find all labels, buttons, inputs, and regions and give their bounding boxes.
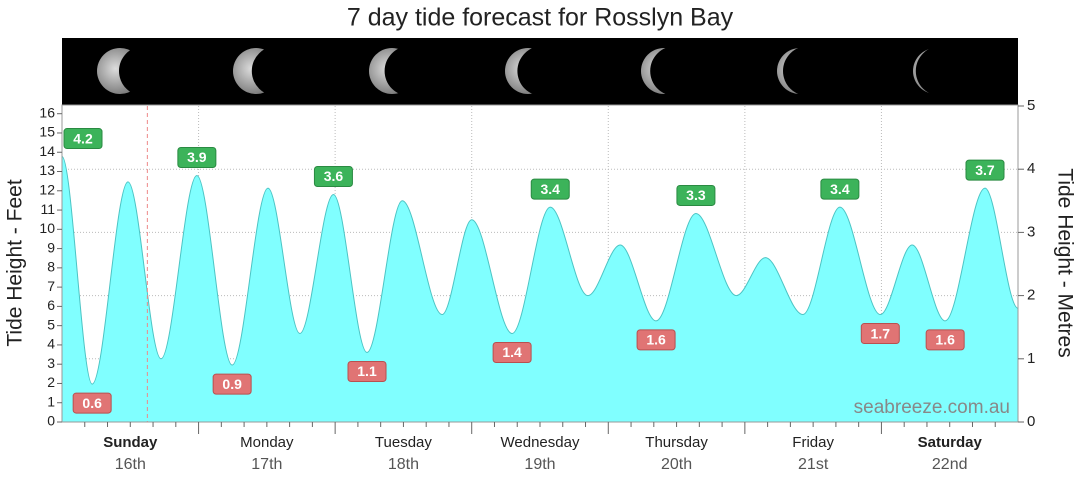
data-label: 3.9: [187, 149, 207, 165]
y-tick-label: 6: [47, 297, 55, 313]
y2-tick-label: 1: [1027, 350, 1035, 367]
watermark: seabreeze.com.au: [854, 397, 1010, 418]
high-tide-label-box: [820, 178, 860, 200]
data-label: 3.3: [686, 187, 706, 203]
x-tick-label: Wednesday: [501, 434, 580, 451]
y-axis-title: Tide Height - Feet: [4, 179, 27, 346]
moon-shadow: [517, 46, 568, 96]
y-tick-label: 9: [47, 239, 55, 255]
data-label: 1.1: [357, 363, 377, 379]
moon-phases: [97, 46, 966, 96]
x-tick-label: Sunday: [103, 434, 158, 451]
high-tide-label-box: [530, 178, 570, 200]
y2-tick-label: 3: [1027, 223, 1035, 240]
data-label: 3.4: [830, 181, 850, 197]
moon-shadow: [915, 46, 966, 96]
x-tick-label: Monday: [240, 434, 294, 451]
data-label: 3.4: [541, 181, 561, 197]
low-tide-label-box: [347, 360, 387, 382]
chart-title: 7 day tide forecast for Rosslyn Bay: [347, 4, 734, 32]
y-tick-label: 0: [47, 413, 55, 429]
y-tick-label: 5: [47, 316, 55, 332]
high-tide-label-box: [676, 184, 716, 206]
low-tide-label-box: [72, 392, 112, 414]
low-tide-label-box: [212, 373, 252, 395]
data-label: 0.9: [222, 376, 242, 392]
x-date-label: 22nd: [932, 456, 968, 473]
y-tick-label: 1: [47, 393, 55, 409]
data-label: 3.6: [324, 168, 344, 184]
moon-shadow: [119, 46, 169, 96]
high-tide-label-box: [965, 159, 1005, 181]
x-date-label: 16th: [115, 456, 146, 473]
y2-tick-label: 5: [1027, 97, 1035, 114]
y2-tick-label: 0: [1027, 413, 1035, 430]
tide-area: [61, 156, 1019, 423]
x-tick-label: Tuesday: [375, 434, 432, 451]
y-tick-label: 8: [47, 259, 55, 275]
x-tick-label: Friday: [792, 434, 834, 451]
y2-axis-title: Tide Height - Metres: [1053, 168, 1076, 357]
y2-tick-label: 4: [1027, 160, 1035, 177]
moon-shadow: [783, 46, 833, 96]
moon-shadow: [251, 46, 302, 96]
y-tick-label: 14: [39, 143, 55, 159]
y-tick-label: 2: [47, 374, 55, 390]
y-tick-label: 12: [39, 181, 55, 197]
x-date-label: 17th: [251, 456, 282, 473]
data-label: 0.6: [82, 395, 102, 411]
x-tick-label: Saturday: [918, 434, 983, 451]
moon-shadow: [650, 46, 701, 96]
data-label: 1.7: [871, 325, 891, 341]
y-tick-label: 15: [39, 124, 55, 140]
data-label: 3.7: [975, 162, 995, 178]
y2-tick-label: 2: [1027, 287, 1035, 304]
y-tick-label: 16: [39, 104, 55, 120]
y-tick-label: 10: [39, 220, 55, 236]
x-tick-label: Thursday: [645, 434, 708, 451]
x-date-label: 18th: [388, 456, 419, 473]
x-date-label: 19th: [524, 456, 555, 473]
x-date-label: 20th: [661, 456, 692, 473]
y-tick-label: 3: [47, 355, 55, 371]
moon-shadow: [384, 46, 435, 96]
data-label: 4.2: [73, 130, 93, 146]
low-tide-label-box: [492, 342, 532, 364]
data-label: 1.6: [646, 332, 666, 348]
y-tick-label: 13: [39, 162, 55, 178]
high-tide-label-box: [313, 165, 353, 187]
y-tick-label: 4: [47, 336, 55, 352]
high-tide-label-box: [63, 128, 103, 150]
low-tide-label-box: [860, 323, 900, 345]
y-tick-label: 7: [47, 278, 55, 294]
data-label: 1.4: [502, 344, 522, 360]
data-label: 1.6: [935, 332, 955, 348]
low-tide-label-box: [636, 329, 676, 351]
y-tick-label: 11: [40, 201, 55, 217]
high-tide-label-box: [177, 147, 217, 169]
x-date-label: 21st: [798, 456, 829, 473]
low-tide-label-box: [925, 329, 965, 351]
